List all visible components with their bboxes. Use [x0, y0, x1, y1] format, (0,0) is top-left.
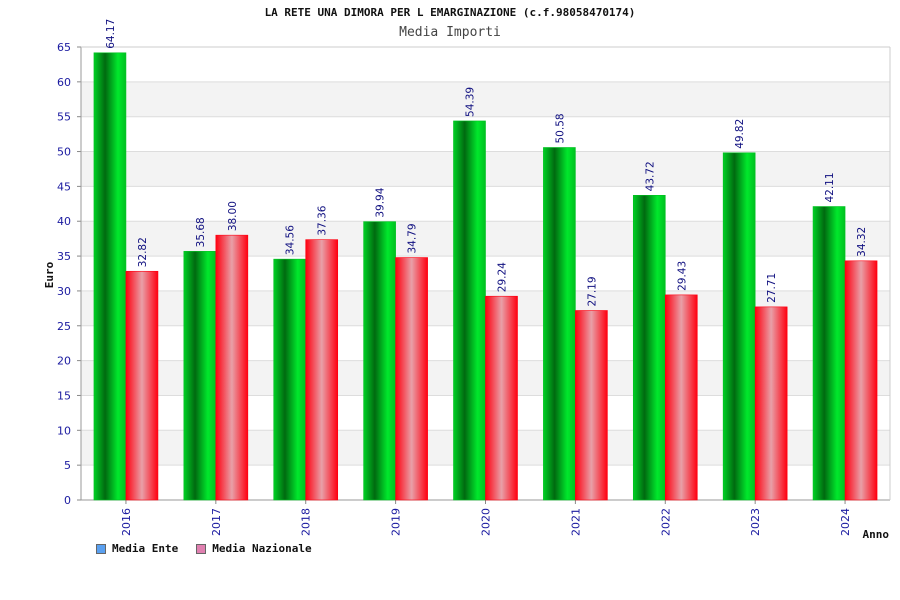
bar-media-nazionale — [485, 295, 518, 501]
value-label-media-ente: 49.82 — [734, 119, 746, 149]
value-label-media-nazionale: 27.19 — [586, 276, 598, 306]
value-label-media-nazionale: 27.71 — [766, 273, 778, 303]
legend-swatch-ente — [96, 543, 106, 554]
chart-subtitle: Media Importi — [399, 25, 501, 40]
bar-media-nazionale — [754, 306, 788, 501]
legend-swatch-nazionale — [196, 543, 207, 554]
value-label-media-ente: 54.39 — [465, 87, 477, 117]
legend: Media Ente Media Nazionale — [96, 542, 312, 555]
bar-media-nazionale — [575, 310, 608, 501]
x-tick-label: 2017 — [210, 508, 223, 536]
bar-media-ente — [543, 147, 576, 501]
bar-media-ente — [93, 52, 127, 501]
value-label-media-ente: 64.17 — [105, 19, 117, 49]
y-tick-label: 35 — [57, 250, 71, 263]
y-tick-label: 65 — [57, 41, 71, 54]
y-axis-label: Euro — [43, 261, 56, 288]
value-label-media-ente: 39.94 — [375, 187, 387, 217]
y-tick-label: 25 — [57, 320, 71, 333]
x-tick-label: 2023 — [749, 508, 762, 536]
bar-media-ente — [363, 221, 396, 501]
value-label-media-ente: 43.72 — [644, 161, 656, 191]
y-tick-label: 60 — [57, 76, 71, 89]
bar-media-nazionale — [664, 294, 698, 501]
legend-label-nazionale: Media Nazionale — [212, 542, 312, 555]
value-label-media-ente: 42.11 — [824, 172, 836, 202]
value-label-media-ente: 35.68 — [195, 217, 207, 247]
grid-band — [81, 47, 890, 82]
value-label-media-nazionale: 34.79 — [407, 223, 419, 253]
bar-media-nazionale — [395, 257, 428, 501]
x-tick-label: 2016 — [120, 508, 133, 536]
x-tick-label: 2019 — [390, 508, 403, 536]
y-tick-label: 45 — [57, 180, 71, 193]
value-label-media-nazionale: 29.24 — [497, 262, 509, 292]
y-tick-label: 5 — [64, 459, 71, 472]
value-label-media-nazionale: 38.00 — [227, 201, 239, 231]
bar-media-nazionale — [844, 260, 878, 501]
x-tick-label: 2021 — [569, 508, 582, 536]
y-tick-label: 15 — [57, 389, 71, 402]
x-tick-label: 2018 — [300, 508, 313, 536]
value-label-media-nazionale: 29.43 — [676, 261, 688, 291]
x-tick-label: 2022 — [659, 508, 672, 536]
chart-title: LA RETE UNA DIMORA PER L EMARGINAZIONE (… — [264, 6, 636, 19]
value-label-media-nazionale: 32.82 — [137, 237, 149, 267]
value-label-media-nazionale: 34.32 — [856, 227, 868, 257]
y-tick-label: 30 — [57, 285, 71, 298]
value-label-media-ente: 34.56 — [285, 225, 297, 255]
bar-media-nazionale — [305, 239, 339, 501]
legend-label-ente: Media Ente — [112, 542, 179, 555]
x-tick-label: 2024 — [839, 508, 852, 536]
x-axis-label: Anno — [863, 528, 890, 541]
y-tick-label: 50 — [57, 146, 71, 159]
bar-media-ente — [722, 152, 756, 501]
bar-media-ente — [632, 195, 666, 501]
bar-media-nazionale — [215, 234, 249, 501]
value-label-media-ente: 50.58 — [554, 113, 566, 143]
legend-item-nazionale: Media Nazionale — [196, 542, 312, 555]
value-label-media-nazionale: 37.36 — [317, 205, 329, 235]
y-tick-label: 40 — [57, 215, 71, 228]
legend-item-ente: Media Ente — [96, 542, 178, 555]
y-tick-label: 55 — [57, 111, 71, 124]
bar-media-ente — [453, 120, 486, 501]
y-tick-label: 10 — [57, 424, 71, 437]
bar-media-ente — [812, 206, 846, 501]
bar-media-ente — [183, 251, 217, 501]
y-tick-label: 0 — [64, 494, 71, 507]
x-tick-label: 2020 — [480, 508, 493, 536]
bar-media-ente — [273, 258, 307, 501]
y-tick-label: 20 — [57, 355, 71, 368]
grid-band — [81, 81, 890, 117]
bar-media-nazionale — [125, 270, 159, 501]
